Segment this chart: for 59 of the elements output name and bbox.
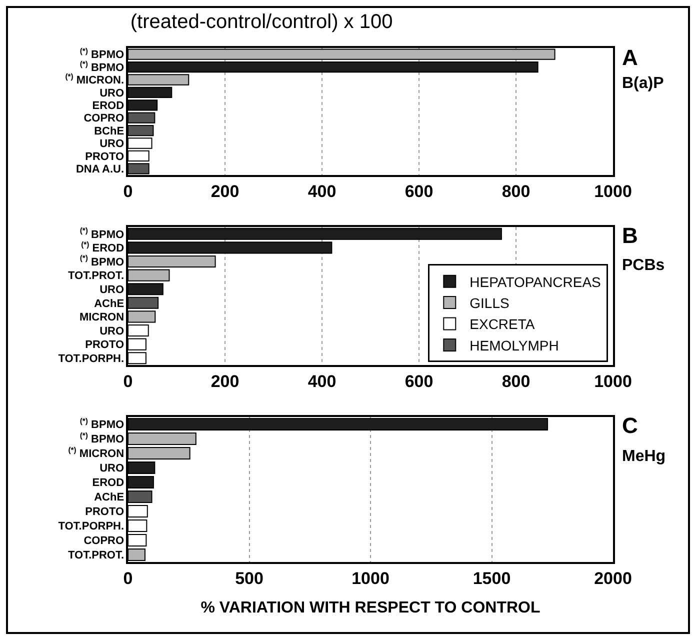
- y-tick-label: URO: [100, 462, 124, 475]
- y-tick-label: URO: [100, 284, 124, 296]
- y-tick-label: $^{(*)}$ BPMO: [80, 254, 124, 268]
- y-tick-label: $^{(*)}$ MICRON.: [65, 72, 124, 87]
- y-tick-label: EROD: [92, 100, 124, 112]
- y-tick-label: MICRON: [79, 312, 124, 324]
- legend-label: GILLS: [470, 295, 510, 311]
- x-tick-label: 2000: [594, 569, 632, 588]
- text: B: [622, 223, 638, 248]
- x-tick-label: 500: [235, 569, 264, 588]
- y-tick-label: PROTO: [85, 339, 124, 352]
- legend-label: HEMOLYMPH: [470, 337, 559, 354]
- x-tick-label: 800: [502, 182, 530, 202]
- y-tick-label: $^{(*)}$ BPMO: [80, 226, 124, 241]
- y-tick-label: URO: [100, 325, 124, 338]
- y-tick-label: $^{(*)}$ BPMO: [80, 430, 124, 446]
- x-tick-label: 0: [123, 569, 133, 588]
- x-tick-label: 1500: [472, 569, 511, 588]
- y-tick-label: TOT.PROT.: [68, 270, 124, 282]
- x-tick-label: 1000: [352, 569, 390, 588]
- x-tick-label: 200: [210, 182, 240, 202]
- x-tick-label: 800: [502, 372, 530, 392]
- x-tick-label: 600: [404, 372, 434, 392]
- y-tick-label: PROTO: [85, 506, 124, 518]
- chart-title: (treated-control/control) x 100: [130, 11, 393, 34]
- x-tick-label: 400: [308, 182, 336, 202]
- y-tick-label: $^{(*)}$ EROD: [81, 240, 124, 255]
- x-axis-title: % VARIATION WITH RESPECT TO CONTROL: [200, 599, 540, 616]
- y-tick-label: URO: [100, 87, 124, 100]
- y-tick-label: DNA A.U.: [76, 164, 124, 176]
- y-tick-label: TOT.PORPH.: [58, 352, 124, 365]
- text: B(a)P: [622, 75, 664, 92]
- x-tick-label: 200: [210, 372, 240, 392]
- x-tick-label: 1000: [594, 372, 632, 392]
- y-tick-label: COPRO: [84, 112, 124, 125]
- x-tick-label: 0: [123, 182, 133, 202]
- text: MeHg: [622, 448, 666, 465]
- x-tick-label: 600: [404, 182, 434, 202]
- text: PCBs: [622, 257, 665, 274]
- y-tick-label: $^{(*)}$ MICRON: [68, 445, 124, 460]
- text: C: [622, 413, 638, 438]
- y-tick-label: EROD: [92, 477, 124, 490]
- legend-label: EXCRETA: [470, 316, 536, 332]
- y-tick-label: TOT.PORPH.: [58, 520, 124, 533]
- x-tick-label: 400: [308, 372, 336, 392]
- y-tick-label: BChE: [94, 125, 124, 138]
- y-tick-label: $^{(*)}$ BPMO: [80, 59, 124, 74]
- y-tick-label: URO: [100, 138, 124, 150]
- text: A: [622, 45, 638, 70]
- y-tick-label: TOT.PROT.: [68, 550, 124, 562]
- x-tick-label: 1000: [594, 182, 632, 202]
- y-tick-label: COPRO: [84, 535, 124, 548]
- y-tick-label: $^{(*)}$ BPMO: [80, 416, 124, 432]
- y-tick-label: AChE: [94, 492, 124, 504]
- x-tick-label: 0: [123, 372, 133, 392]
- legend-label: HEPATOPANCREAS: [470, 274, 601, 290]
- y-tick-label: $^{(*)}$ BPMO: [80, 46, 124, 62]
- y-tick-label: PROTO: [85, 150, 124, 163]
- y-tick-label: AChE: [94, 298, 124, 310]
